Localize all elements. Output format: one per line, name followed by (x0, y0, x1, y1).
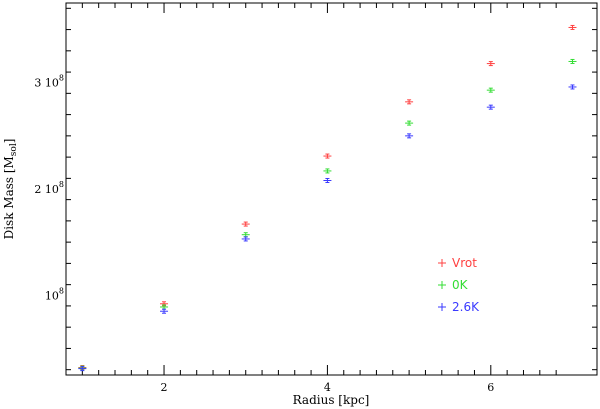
legend-label: 0K (452, 278, 469, 292)
data-point-2-6k (160, 308, 169, 314)
data-point-vrot (323, 153, 332, 159)
data-points (78, 24, 577, 372)
y-tick-mantissa: 3 10 (34, 77, 59, 90)
y-tick-label: 3 108 (34, 74, 64, 90)
data-point-vrot (568, 24, 577, 30)
data-point-2-6k (78, 366, 87, 372)
y-axis-label: Disk Mass [Msol] (2, 139, 19, 240)
data-point-2-6k (568, 84, 577, 90)
legend-item: 0K (438, 278, 469, 292)
data-point-vrot (241, 221, 250, 227)
y-tick-label: 108 (45, 286, 64, 302)
data-point-0k (486, 87, 495, 93)
x-tick-label: 4 (324, 381, 331, 394)
y-tick-exponent: 8 (59, 286, 64, 295)
y-axis-label-sub: sol (9, 143, 19, 156)
data-point-0k (405, 120, 414, 126)
y-axis-label-main: Disk Mass [M (2, 156, 16, 239)
x-tick-label: 6 (487, 381, 494, 394)
legend: Vrot 0K 2.6K (438, 256, 480, 314)
y-axis-label-close: ] (2, 139, 16, 144)
plot-frame (65, 2, 598, 376)
y-tick-exponent: 8 (59, 180, 64, 189)
axis-ticks (66, 3, 597, 375)
legend-item: 2.6K (438, 300, 480, 314)
y-tick-exponent: 8 (59, 74, 64, 83)
data-point-vrot (405, 99, 414, 105)
data-point-0k (241, 232, 250, 238)
data-point-vrot (486, 61, 495, 67)
y-tick-label: 2 108 (34, 180, 64, 196)
legend-label: Vrot (452, 256, 477, 270)
data-point-2-6k (323, 177, 332, 183)
data-point-0k (568, 58, 577, 64)
y-tick-mantissa: 2 10 (34, 183, 59, 196)
data-point-2-6k (241, 236, 250, 242)
data-point-2-6k (486, 104, 495, 110)
x-tick-label: 2 (161, 381, 168, 394)
x-axis-label: Radius [kpc] (293, 393, 370, 407)
legend-item: Vrot (438, 256, 477, 270)
y-tick-mantissa: 10 (45, 289, 59, 302)
data-point-0k (323, 168, 332, 174)
data-point-0k (160, 304, 169, 310)
legend-label: 2.6K (452, 300, 480, 314)
data-point-2-6k (405, 133, 414, 139)
